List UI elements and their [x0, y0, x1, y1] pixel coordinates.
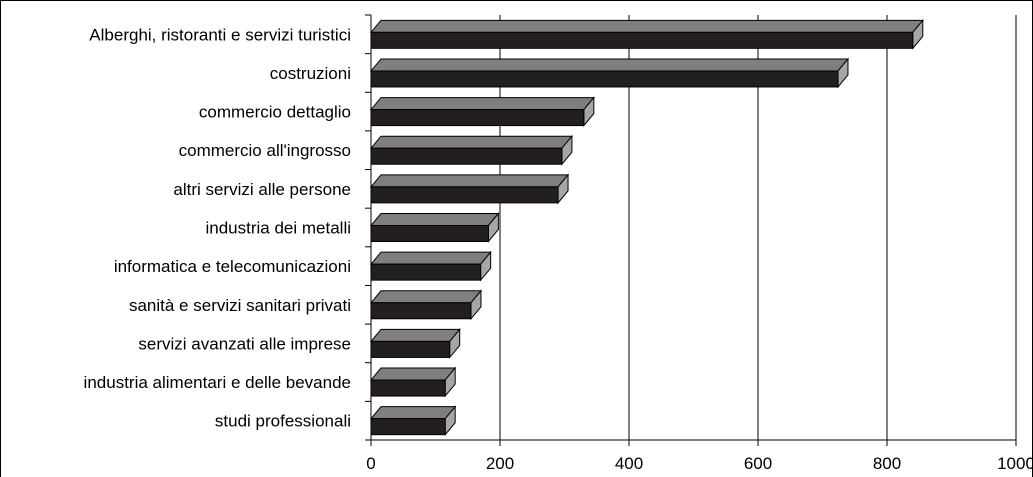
- bar: [370, 340, 451, 358]
- bar: [370, 225, 489, 242]
- category-label: studi professionali: [215, 412, 351, 431]
- bar-top-face: [369, 290, 483, 304]
- bar-top-face: [369, 406, 457, 420]
- x-tick-label: 400: [615, 454, 643, 473]
- bar-top-face: [369, 251, 492, 265]
- category-label: commercio dettaglio: [199, 103, 351, 122]
- category-label: sanità e servizi sanitari privati: [129, 296, 351, 315]
- bar-top-face: [369, 174, 570, 188]
- bar: [370, 109, 585, 127]
- category-label: informatica e telecomunicazioni: [114, 257, 351, 276]
- axes: [365, 14, 1017, 446]
- category-label: altri servizi alle persone: [173, 180, 351, 199]
- labels: 0 200 400 600 800 1000 Alberghi, ristoranti e …: [84, 25, 1033, 473]
- bar: [370, 31, 914, 49]
- category-label: industria dei metalli: [205, 219, 351, 238]
- category-label: Alberghi, ristoranti e servizi turistici: [89, 25, 351, 44]
- bar-top-face: [369, 213, 500, 226]
- bar: [370, 147, 563, 165]
- category-label: costruzioni: [270, 64, 351, 83]
- x-tick-label: 200: [486, 454, 514, 473]
- bar: [370, 186, 559, 204]
- bar-top-face: [369, 367, 457, 381]
- bar-top-face: [369, 19, 924, 33]
- bar: [370, 70, 839, 88]
- x-tick-label: 800: [873, 454, 901, 473]
- x-tick-label: 600: [744, 454, 772, 473]
- category-label: commercio all'ingrosso: [179, 141, 351, 160]
- category-label: servizi avanzati alle imprese: [138, 334, 351, 353]
- category-label: industria alimentari e delle bevande: [84, 373, 351, 392]
- bar: [370, 418, 446, 436]
- x-tick-label: 1000: [997, 454, 1033, 473]
- bar-top-face: [369, 58, 850, 72]
- bar: [370, 302, 472, 320]
- bar-top-face: [369, 97, 595, 111]
- bars: [369, 18, 924, 437]
- x-tick-label: 0: [366, 454, 375, 473]
- bar-top-face: [369, 135, 573, 149]
- bar: [370, 263, 482, 281]
- bar-top-face: [369, 328, 461, 342]
- bar: [370, 379, 446, 397]
